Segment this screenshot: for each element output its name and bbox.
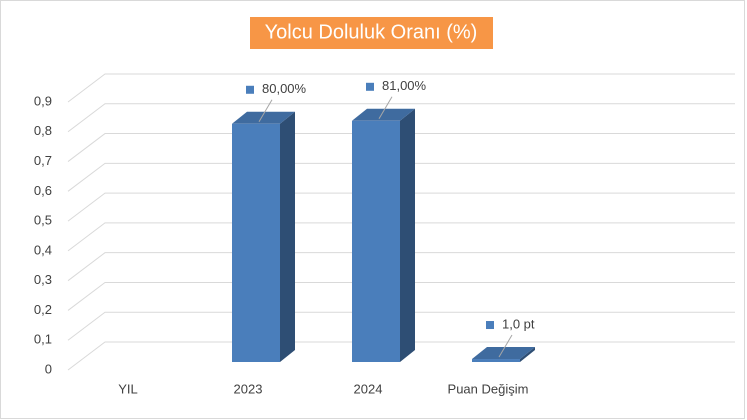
grid-line [67,281,735,311]
y-tick-label: 0,4 [34,242,52,257]
y-tick-label: 0,1 [34,332,52,347]
grid-line [67,222,735,252]
grid-line [67,341,735,371]
y-tick-label: 0,6 [34,183,52,198]
y-tick-label: 0,5 [34,213,52,228]
title-box [250,17,493,49]
label-marker [366,82,374,91]
y-tick-label: 0,7 [34,153,52,168]
y-tick-label: 0 [45,361,52,376]
x-tick-label: 2024 [354,381,383,396]
grid-line [67,162,735,192]
label-leader [378,96,393,120]
bar [472,359,520,362]
y-tick-label: 0,8 [34,123,52,138]
bar [352,120,400,362]
x-tick-label: YIL [118,381,138,396]
data-label: 80,00% [262,81,307,96]
y-tick-label: 0,2 [34,302,52,317]
label-leader [498,334,513,358]
y-tick-label: 0,9 [34,93,52,108]
label-marker [486,321,494,330]
bar-top [472,347,535,360]
x-tick-label: Puan Değişim [448,381,529,396]
grid-line [67,192,735,222]
bar-side [520,347,535,362]
y-tick-label: 0,3 [34,272,52,287]
bar-side [400,108,415,362]
grid-line [67,103,735,133]
bar-top [352,108,415,121]
grid-line [67,311,735,341]
data-label: 1,0 pt [502,316,535,331]
grid-line [67,252,735,282]
x-tick-label: 2023 [234,381,263,396]
chart-title: Yolcu Doluluk Oranı (%) [265,21,478,43]
bar-top [232,111,295,124]
label-marker [246,85,254,94]
label-leader [258,99,273,123]
grid-line [67,133,735,162]
grid-line [67,73,735,103]
bar-side [280,111,295,363]
bar [232,123,280,363]
data-label: 81,00% [382,78,427,93]
